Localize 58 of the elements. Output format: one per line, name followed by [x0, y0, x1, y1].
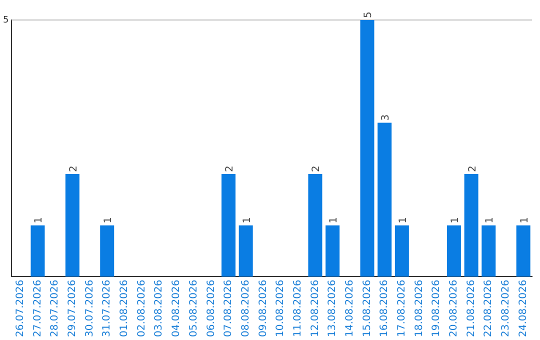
x-tick-label: 26.07.2026 — [14, 280, 26, 338]
x-tick-label: 27.07.2026 — [32, 280, 44, 338]
bar — [308, 174, 322, 277]
bar — [378, 122, 392, 277]
x-tick-label: 23.08.2026 — [500, 280, 512, 338]
x-tick-label: 10.08.2026 — [275, 280, 286, 338]
x-tick-label: 20.08.2026 — [448, 280, 460, 338]
data-label: 3 — [380, 114, 392, 121]
data-label: 5 — [363, 12, 374, 18]
bar — [30, 225, 45, 277]
bar — [238, 225, 253, 277]
x-tick-label: 28.07.2026 — [50, 280, 61, 338]
x-tick-label: 19.08.2026 — [431, 280, 442, 338]
data-label: 2 — [311, 166, 322, 172]
data-label: 1 — [242, 217, 253, 224]
x-tick-label: 04.08.2026 — [171, 280, 182, 338]
x-tick-label: 21.08.2026 — [466, 280, 477, 338]
x-tick-label: 05.08.2026 — [188, 280, 200, 338]
x-tick-label: 03.08.2026 — [154, 280, 165, 338]
data-label: 1 — [328, 217, 340, 224]
data-label: 1 — [519, 217, 530, 224]
data-label: 2 — [467, 166, 478, 172]
data-label: 1 — [484, 217, 496, 224]
data-label: 1 — [398, 217, 409, 224]
bar — [360, 20, 374, 277]
x-tick-label: 07.08.2026 — [223, 280, 234, 338]
bar — [516, 225, 530, 277]
data-label: 1 — [103, 217, 114, 224]
x-tick-label: 18.08.2026 — [414, 280, 425, 338]
bar — [446, 225, 461, 277]
x-tick-label: 08.08.2026 — [240, 280, 252, 338]
x-tick-label: 14.08.2026 — [344, 280, 356, 338]
x-tick-label: 30.07.2026 — [84, 280, 96, 338]
data-label: 1 — [450, 217, 461, 224]
data-label: 2 — [68, 166, 80, 172]
x-tick-label: 15.08.2026 — [362, 280, 373, 338]
bar — [394, 225, 409, 277]
bar — [326, 225, 340, 277]
x-tick-label: 09.08.2026 — [258, 280, 269, 338]
data-label: 1 — [34, 217, 45, 224]
bar — [222, 174, 236, 277]
x-tick-label: 16.08.2026 — [379, 280, 390, 338]
x-tick-label: 01.08.2026 — [119, 280, 130, 338]
bar — [482, 225, 496, 277]
x-tick-label: 29.07.2026 — [67, 280, 78, 338]
x-tick-label: 13.08.2026 — [327, 280, 338, 338]
bar — [464, 174, 478, 277]
data-label: 2 — [224, 166, 236, 172]
x-tick-label: 17.08.2026 — [396, 280, 408, 338]
x-tick-label: 22.08.2026 — [483, 280, 494, 338]
bar — [65, 174, 80, 277]
x-tick-label: 11.08.2026 — [292, 280, 304, 338]
x-tick-label: 24.08.2026 — [518, 280, 529, 338]
x-tick-label: 31.07.2026 — [102, 280, 113, 338]
x-tick-label: 12.08.2026 — [310, 280, 321, 338]
x-tick-label: 06.08.2026 — [206, 280, 217, 338]
bar — [100, 225, 114, 277]
x-tick-label: 02.08.2026 — [136, 280, 148, 338]
